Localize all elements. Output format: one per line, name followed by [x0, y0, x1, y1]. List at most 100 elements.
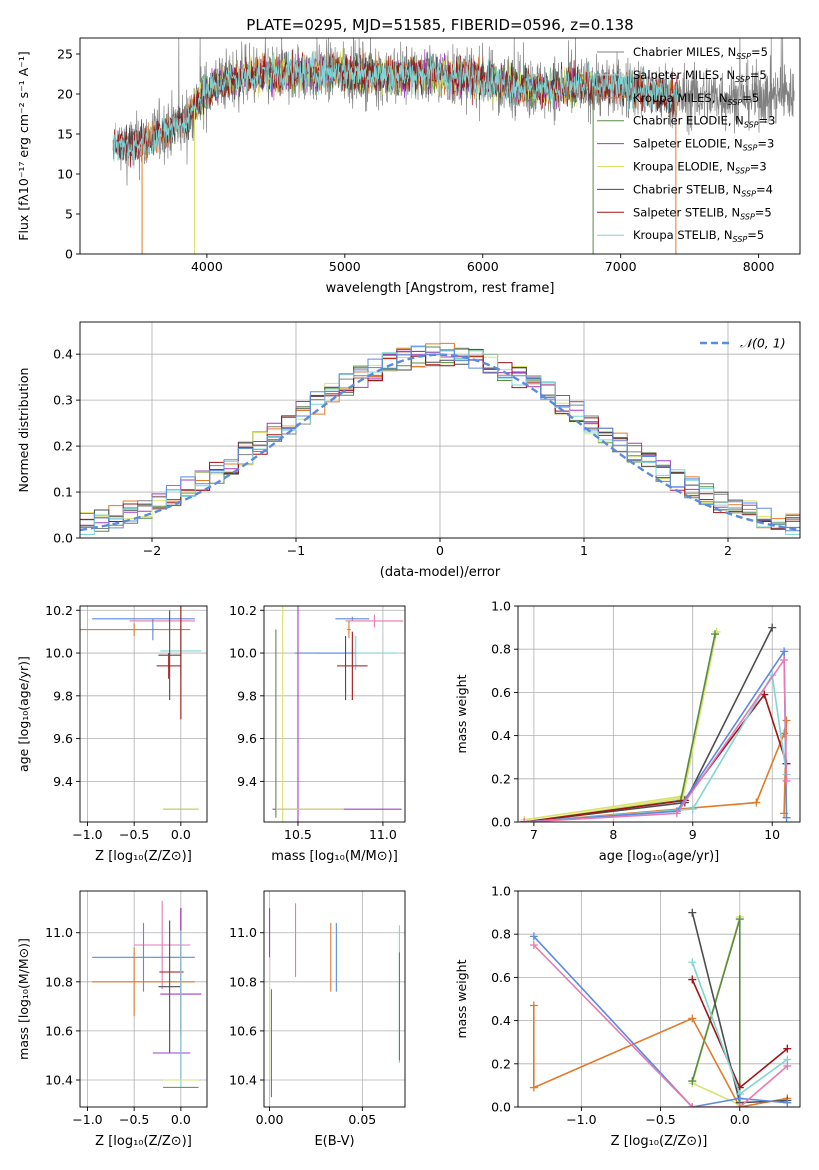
x-tick-label: 4000 [191, 259, 223, 274]
y-tick-label: 0.0 [491, 815, 511, 830]
error-bar-point [92, 922, 195, 992]
y-tick-label: 0.8 [491, 927, 511, 942]
x-tick-label: 0.0 [730, 1112, 750, 1127]
mass-vs-ebv-panel: 0.00 0.05 10.4 10.6 10.8 11.0 E(B-V) [229, 890, 406, 1149]
y-axis-label: mass [log₁₀(M/M⊙)] [16, 938, 31, 1060]
age-vs-z-panel: −1.0 −0.5 0.0 9.4 9.6 9.8 10.0 10.2 Z [log₁₀(Z/Z… [16, 603, 208, 864]
histogram-series [80, 351, 800, 530]
weight-marker [529, 941, 538, 949]
error-bars [92, 900, 202, 1088]
weight-marker [780, 729, 789, 738]
plot-frame [263, 890, 406, 1108]
x-tick-label: 2 [724, 543, 732, 558]
y-tick-label: 0.1 [53, 485, 73, 500]
x-axis-label: E(B-V) [314, 1134, 354, 1149]
x-tick-label: 7 [530, 827, 538, 842]
weight-series [533, 935, 788, 1107]
y-axis-label: age [log₁₀(age/yr)] [16, 656, 31, 772]
x-tick-label: 0.0 [171, 827, 191, 842]
plot-frame [79, 890, 208, 1108]
weight-marker [688, 908, 697, 917]
y-tick-label: 15 [57, 127, 73, 142]
age-vs-mass-panel: 10.5 11.0 9.4 9.6 9.8 10.0 10.2 mass [log₁₀(M/M… [229, 603, 406, 864]
y-tick-label: 11.0 [229, 925, 257, 940]
weight-lines [529, 908, 792, 1107]
y-tick-label: 9.8 [53, 688, 73, 703]
weight-marker [783, 1044, 792, 1053]
x-axis-label: Z [log₁₀(Z/Z⊙)] [95, 849, 192, 864]
x-tick-label: 9 [689, 827, 697, 842]
weight-marker [688, 805, 697, 814]
x-tick-label: 6000 [467, 259, 499, 274]
x-tick-label: −1.0 [566, 1112, 596, 1127]
y-tick-label: 10.2 [45, 603, 73, 618]
error-bar-point [134, 900, 191, 990]
x-tick-label: −0.5 [645, 1112, 675, 1127]
y-tick-label: 9.4 [237, 774, 257, 789]
y-tick-label: 9.8 [237, 688, 257, 703]
error-bar-point [80, 623, 191, 636]
x-axis-label: wavelength [Angstrom, rest frame] [326, 281, 555, 296]
chart-title: PLATE=0295, MJD=51585, FIBERID=0596, z=0… [246, 16, 633, 34]
weight-series [524, 692, 788, 822]
x-tick-label: −0.5 [119, 827, 149, 842]
error-bars [80, 606, 202, 810]
y-tick-label: 0.0 [491, 1100, 511, 1115]
y-axis-label: Flux [fλ10⁻¹⁷ erg cm⁻² s⁻¹ A⁻¹] [16, 51, 31, 240]
y-tick-label: 0.6 [491, 970, 511, 985]
weight-marker [529, 1083, 538, 1092]
y-tick-label: 10.6 [229, 1023, 257, 1038]
weight-marker [688, 975, 697, 984]
y-tick-label: 10.6 [45, 1023, 73, 1038]
plot-frame [263, 605, 406, 823]
weight-marker [711, 630, 720, 639]
legend-label: Kroupa STELIB, NSSP=5 [633, 228, 764, 244]
weight-marker [672, 809, 681, 818]
normal-curve [80, 353, 800, 532]
weight-lines [520, 623, 791, 822]
y-tick-label: 9.6 [237, 731, 257, 746]
x-tick-label: 11.0 [369, 827, 397, 842]
y-tick-label: 0.4 [53, 347, 73, 362]
x-tick-label: 10.5 [284, 827, 312, 842]
error-bar-point [345, 614, 404, 628]
error-bar-point [347, 620, 351, 639]
legend-label: Salpeter STELIB, NSSP=5 [633, 205, 772, 221]
x-tick-label: 8 [609, 827, 617, 842]
weight-marker [529, 932, 538, 941]
x-tick-label: −1.0 [72, 827, 102, 842]
y-axis-label: mass weight [454, 959, 469, 1038]
y-tick-label: 10.0 [45, 646, 73, 661]
error-bar-point [158, 920, 181, 1053]
weight-marker [752, 798, 761, 807]
weight-marker [780, 656, 789, 664]
legend-label: Kroupa MILES, NSSP=5 [633, 91, 759, 107]
weight-marker [688, 1077, 697, 1086]
y-tick-label: 0.2 [491, 1056, 511, 1071]
y-tick-label: 10.4 [45, 1073, 73, 1088]
y-tick-label: 0.4 [491, 728, 511, 743]
legend-label: Kroupa ELODIE, NSSP=3 [633, 160, 767, 176]
weight-marker [735, 1094, 744, 1103]
weight-marker [688, 1103, 697, 1107]
legend-label: Chabrier ELODIE, NSSP=3 [633, 114, 775, 130]
spectrum-line [112, 51, 679, 169]
legend-label: Salpeter MILES, NSSP=5 [633, 68, 767, 84]
error-bar-point [337, 631, 368, 701]
x-tick-label: 0.0 [171, 1112, 191, 1127]
spectrum-lines [112, 38, 795, 254]
error-bar-point [158, 610, 181, 701]
spectrum-panel: PLATE=0295, MJD=51585, FIBERID=0596, z=0… [16, 16, 801, 296]
x-tick-label: 10 [764, 827, 780, 842]
x-tick-label: 5000 [329, 259, 361, 274]
y-tick-label: 10.0 [229, 646, 257, 661]
legend-label: Salpeter ELODIE, NSSP=3 [633, 137, 774, 153]
y-tick-label: 10.8 [45, 974, 73, 989]
y-tick-label: 0.6 [491, 685, 511, 700]
histogram-series [80, 345, 800, 532]
y-tick-label: 10.2 [229, 603, 257, 618]
x-axis-label: (data-model)/error [380, 565, 501, 580]
x-tick-label: 7000 [605, 259, 637, 274]
x-axis-label: Z [log₁₀(Z/Z⊙)] [611, 1134, 708, 1149]
plot-frame [517, 890, 801, 1108]
